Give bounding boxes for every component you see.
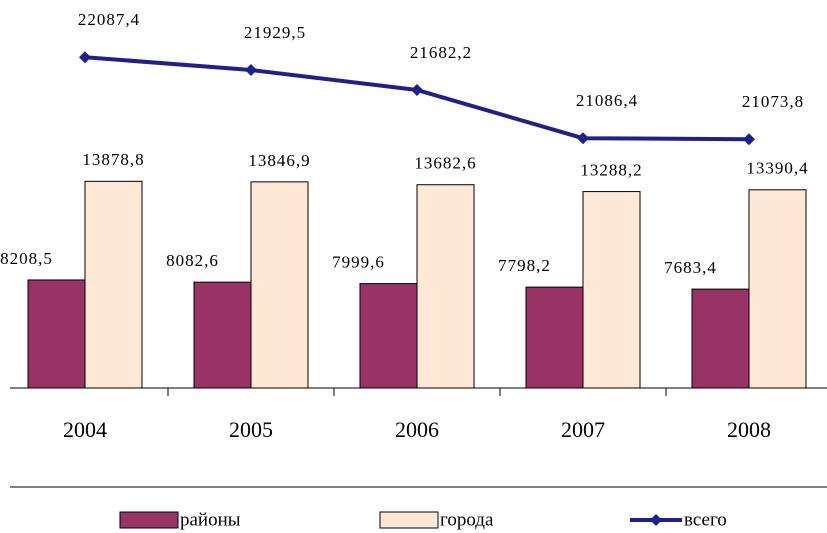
line (84, 55, 750, 142)
value-label: 22087,4 (78, 10, 140, 29)
value-label: 13288,2 (580, 160, 642, 179)
line-marker (411, 83, 423, 96)
x-tick-label: 2004 (63, 417, 107, 442)
value-label: 21073,8 (742, 92, 804, 111)
value-label: 21086,4 (576, 91, 638, 110)
bar (250, 181, 309, 389)
value-label: 21929,5 (244, 23, 306, 42)
line-marker (743, 133, 755, 146)
bar (84, 180, 143, 389)
line-marker (245, 63, 257, 76)
bar (525, 286, 584, 389)
legend-swatch (379, 511, 439, 529)
x-tick-label: 2006 (395, 417, 439, 442)
value-label: 8208,5 (0, 249, 53, 268)
bar (691, 288, 750, 389)
value-label: 13390,4 (746, 159, 808, 178)
bar (416, 184, 475, 389)
bar (748, 189, 807, 389)
legend-marker (650, 514, 662, 526)
value-label: 13682,6 (414, 154, 476, 173)
x-tick-label: 2008 (727, 417, 771, 442)
legend-label: города (440, 509, 494, 530)
value-label: 7683,4 (664, 258, 717, 277)
legend-label: районы (180, 509, 241, 530)
bar (359, 283, 418, 389)
value-label: 7798,2 (498, 256, 551, 275)
value-label: 7999,6 (332, 253, 385, 272)
x-tick-label: 2007 (561, 417, 605, 442)
x-tick-label: 2005 (229, 417, 273, 442)
value-label: 8082,6 (166, 251, 219, 270)
legend-label: всего (684, 509, 727, 530)
value-label: 13878,8 (82, 150, 144, 169)
legend-swatch (119, 511, 179, 529)
bar (27, 279, 86, 389)
bar (582, 191, 641, 389)
line-marker (577, 132, 589, 145)
bar (193, 281, 252, 389)
line-marker (79, 51, 91, 64)
value-label: 13846,9 (248, 151, 310, 170)
value-label: 21682,2 (410, 43, 472, 62)
